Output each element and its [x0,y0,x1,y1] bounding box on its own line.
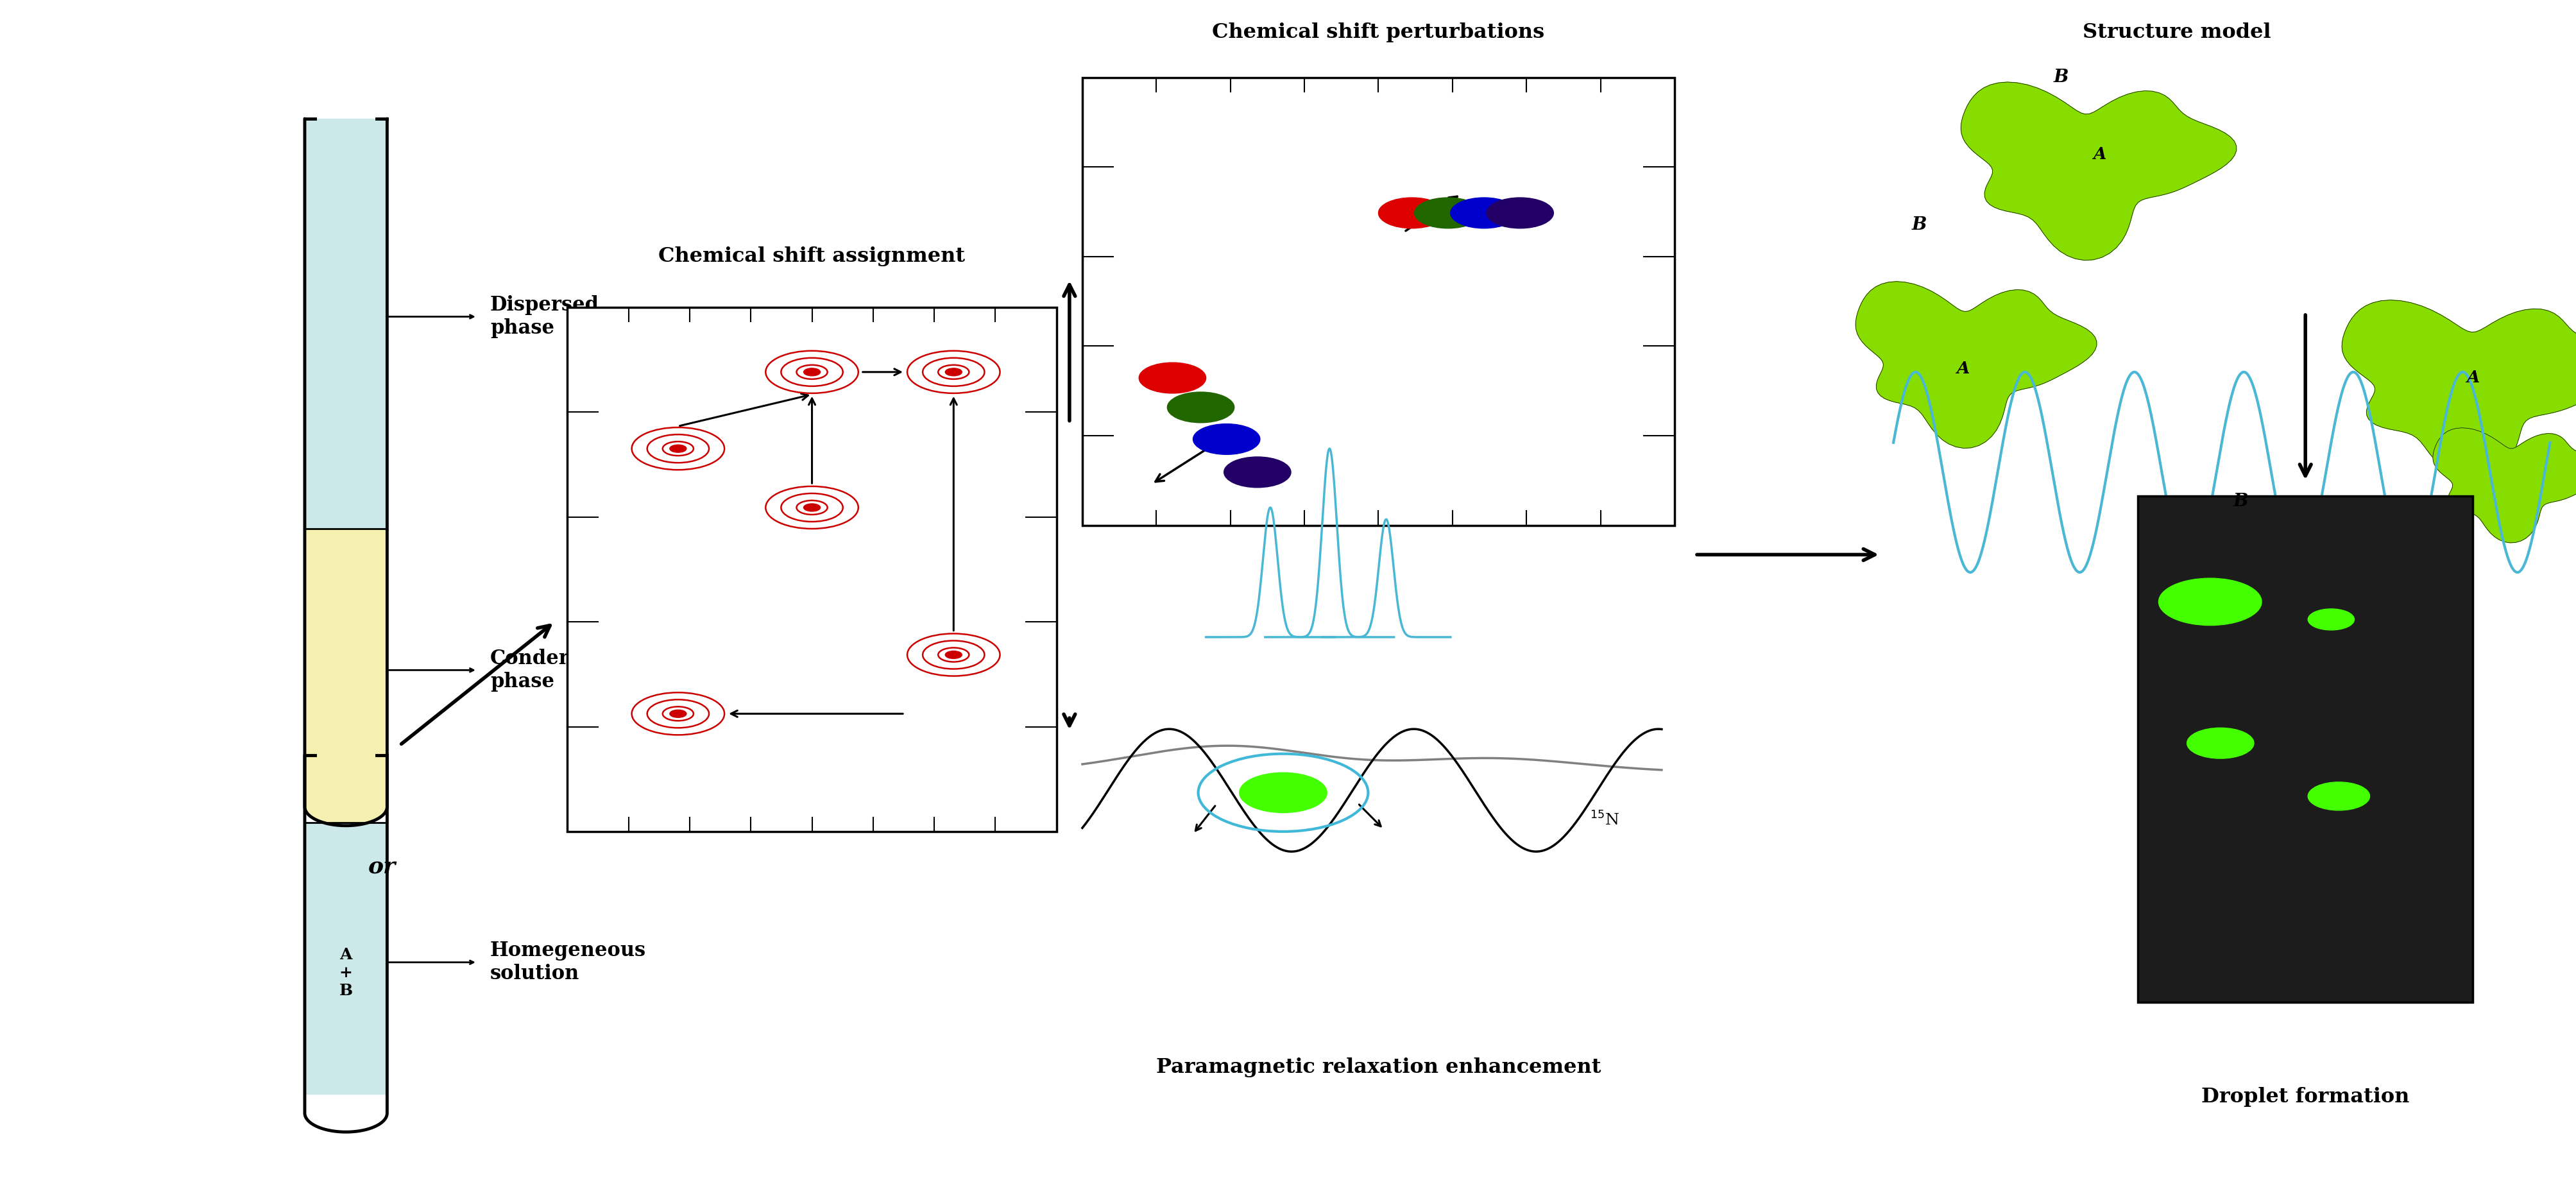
Circle shape [1378,198,1445,228]
Polygon shape [304,529,386,826]
Polygon shape [304,119,386,529]
Text: Paramagnetic relaxation enhancement: Paramagnetic relaxation enhancement [1157,1057,1600,1077]
Circle shape [804,368,819,376]
Polygon shape [2432,428,2576,543]
Circle shape [670,710,685,717]
Bar [2138,496,2473,1002]
Circle shape [2187,728,2254,759]
Text: B: B [2053,68,2069,86]
Circle shape [1167,392,1234,422]
Bar [567,307,1056,832]
Circle shape [1193,424,1260,454]
Text: Dispersed
phase: Dispersed phase [489,295,600,339]
Circle shape [804,504,819,511]
Text: A: A [2465,369,2478,386]
Circle shape [2308,609,2354,630]
Polygon shape [1960,83,2236,261]
Circle shape [1224,457,1291,487]
Text: Homegeneous
solution: Homegeneous solution [489,940,647,984]
Text: B: B [2233,493,2249,510]
Polygon shape [304,822,386,1094]
Polygon shape [1855,282,2097,448]
Text: B: B [1911,216,1927,234]
Polygon shape [2342,300,2576,478]
Text: or: or [368,855,397,878]
Text: A
+
B: A + B [340,948,353,998]
Circle shape [1414,198,1481,228]
Circle shape [1139,362,1206,393]
Circle shape [1239,773,1327,813]
Circle shape [670,445,685,452]
Circle shape [945,368,961,376]
Circle shape [2159,578,2262,625]
Circle shape [2308,782,2370,811]
Text: A: A [2092,146,2105,162]
Text: Structure model: Structure model [2081,22,2269,42]
Text: Condensed
phase: Condensed phase [489,649,611,691]
Text: $^{15}$N: $^{15}$N [1589,811,1618,828]
Text: A: A [1955,360,1968,376]
Circle shape [1450,198,1517,228]
Text: Chemical shift perturbations: Chemical shift perturbations [1211,22,1543,42]
Text: Chemical shift assignment: Chemical shift assignment [659,247,966,266]
Text: Droplet formation: Droplet formation [2200,1087,2409,1107]
Circle shape [1486,198,1553,228]
Bar [1082,78,1674,525]
Circle shape [945,651,961,658]
